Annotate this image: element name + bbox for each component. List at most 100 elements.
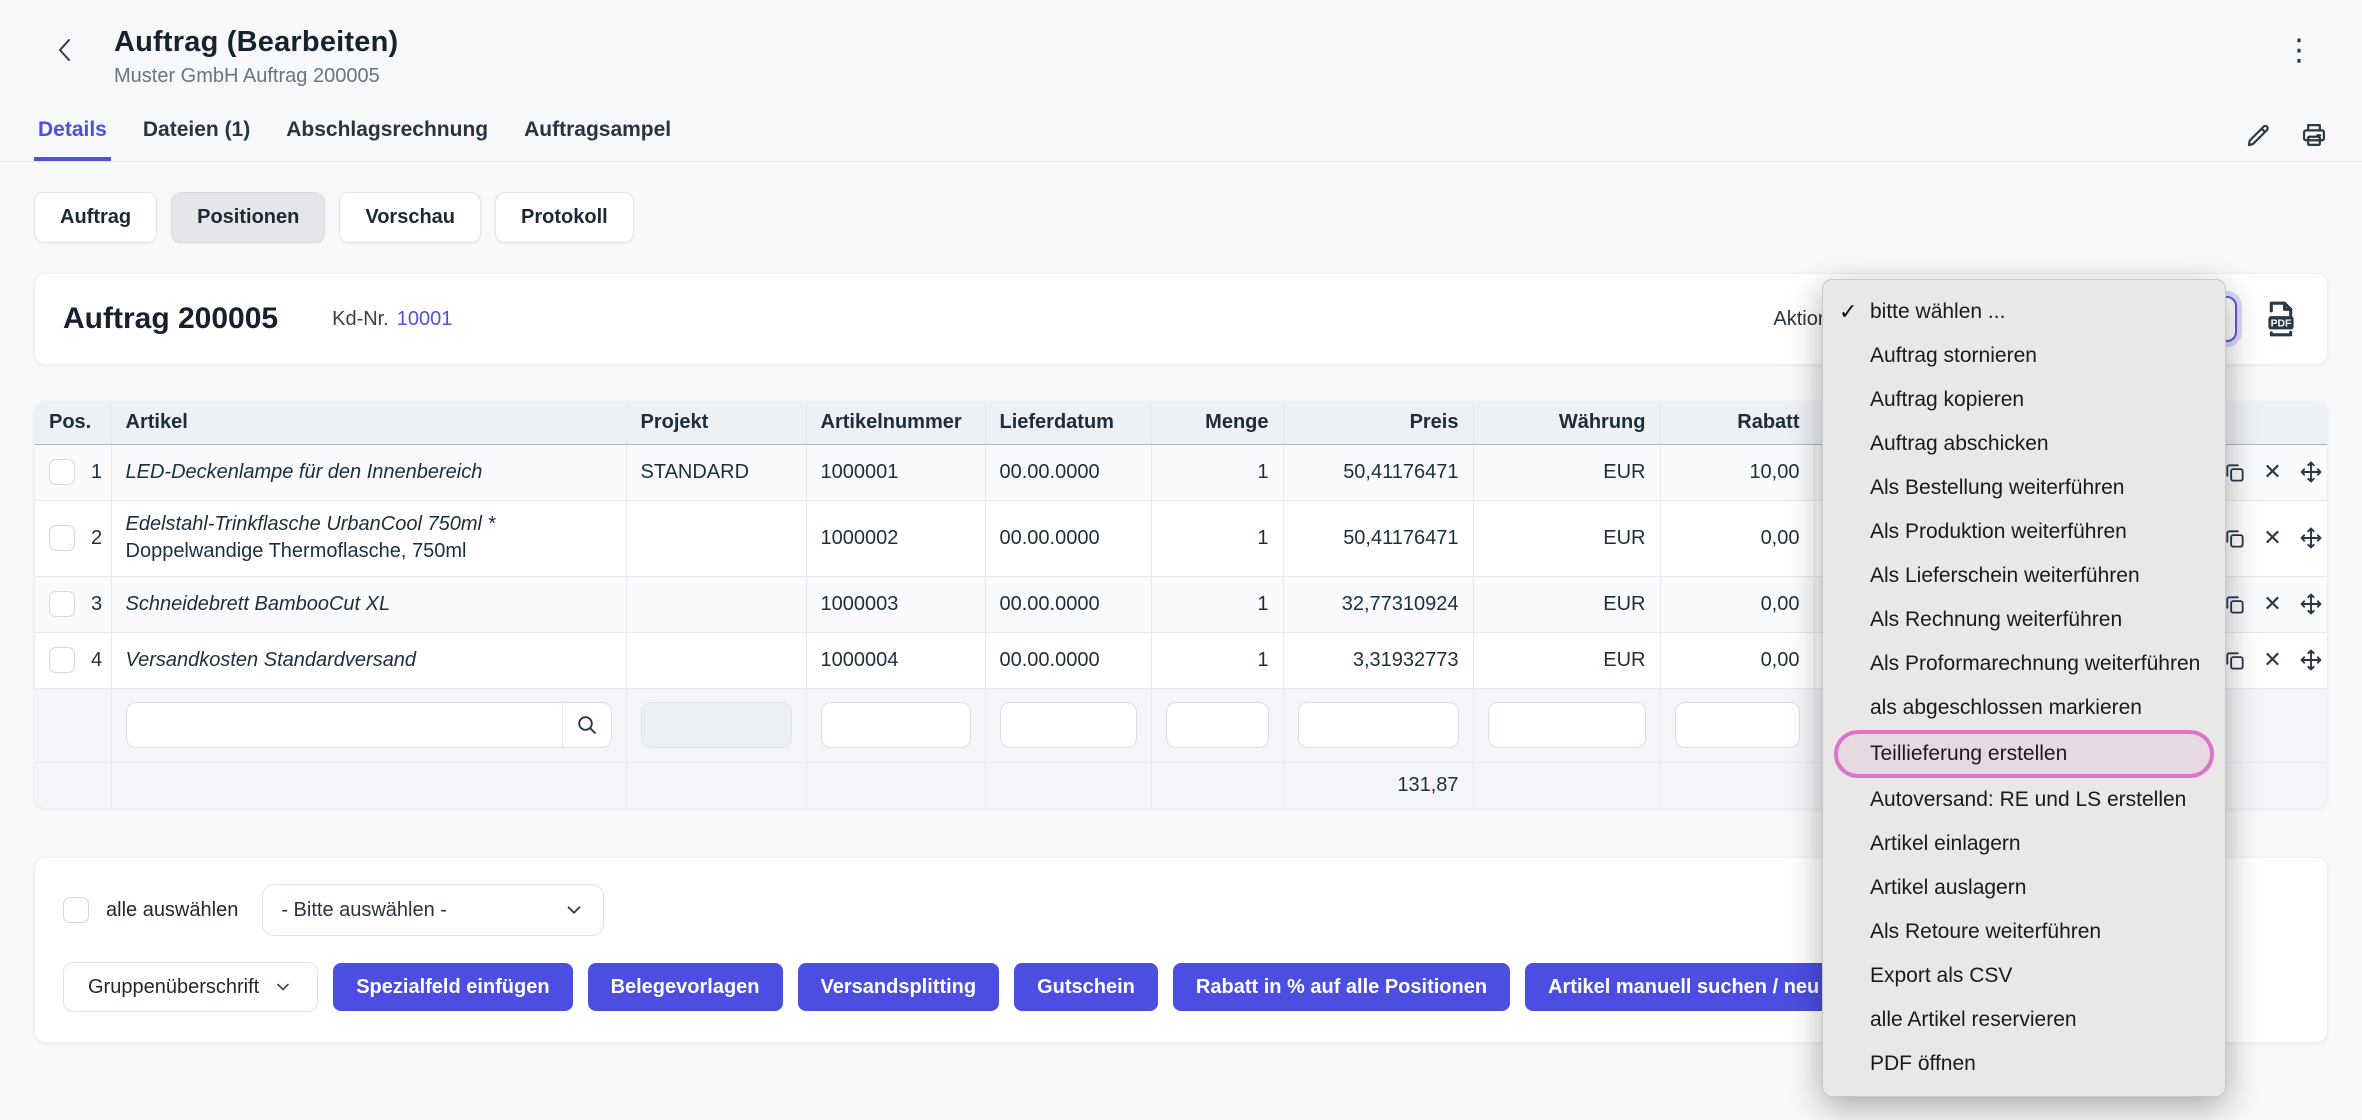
subtab-protokoll[interactable]: Protokoll: [495, 192, 634, 243]
menu-item-bitte-waehlen[interactable]: ✓ bitte wählen ...: [1839, 299, 2006, 324]
copy-row-icon[interactable]: [2223, 649, 2246, 672]
cell-waehrung: EUR: [1473, 576, 1661, 633]
order-title: Auftrag 200005: [63, 302, 279, 335]
back-button[interactable]: [54, 36, 76, 64]
menu-item-artikel-einlagern[interactable]: Artikel einlagern: [1870, 832, 2021, 855]
col-header-menge: Menge: [1151, 402, 1284, 445]
cell-menge: 1: [1151, 632, 1284, 689]
action-dropdown-menu: ✓ bitte wählen ... Auftrag stornieren Au…: [1822, 279, 2226, 1097]
row-checkbox[interactable]: [49, 591, 75, 617]
delete-row-icon[interactable]: ✕: [2263, 525, 2282, 550]
cell-artikelnummer: 1000002: [806, 500, 986, 577]
menu-item-als-proformarechnung[interactable]: Als Proformarechnung weiterführen: [1870, 652, 2201, 675]
delete-row-icon[interactable]: ✕: [2263, 591, 2282, 616]
customer-number-link[interactable]: 10001: [396, 307, 453, 330]
article-name: LED-Deckenlampe für den Innenbereich: [125, 460, 483, 483]
svg-text:PDF: PDF: [2271, 318, 2292, 329]
total-preis: 131,87: [1283, 761, 1474, 808]
move-row-icon[interactable]: [2299, 460, 2323, 484]
cell-artikelnummer: 1000001: [806, 444, 986, 501]
tab-dateien[interactable]: Dateien (1): [142, 118, 251, 141]
tab-abschlagsrechnung[interactable]: Abschlagsrechnung: [286, 118, 489, 141]
gruppenueberschrift-button[interactable]: Gruppenüberschrift: [63, 962, 319, 1012]
move-row-icon[interactable]: [2299, 526, 2323, 550]
article-search-input[interactable]: [126, 703, 562, 747]
chevron-down-icon: [277, 983, 289, 991]
tab-auftragsampel[interactable]: Auftragsampel: [524, 118, 672, 141]
rabatt-alle-positionen-button[interactable]: Rabatt in % auf alle Positionen: [1172, 963, 1511, 1011]
article-name: Versandkosten Standardversand: [125, 648, 417, 671]
page-title: Auftrag (Bearbeiten): [114, 26, 399, 58]
menu-item-pdf-oeffnen[interactable]: PDF öffnen: [1870, 1052, 1976, 1075]
menge-input[interactable]: [1165, 702, 1269, 748]
subtab-vorschau[interactable]: Vorschau: [339, 192, 482, 243]
lieferdatum-input[interactable]: [999, 702, 1137, 748]
bulk-action-select[interactable]: - Bitte auswählen -: [262, 884, 605, 936]
action-label: Aktion: [1773, 307, 1829, 330]
menu-item-abgeschlossen-markieren[interactable]: als abgeschlossen markieren: [1870, 696, 2142, 719]
tab-details[interactable]: Details: [34, 108, 111, 161]
copy-row-icon[interactable]: [2223, 461, 2246, 484]
col-header-actions: [2219, 402, 2327, 445]
rabatt-input[interactable]: [1674, 702, 1800, 748]
menu-item-teillieferung-erstellen[interactable]: Teillieferung erstellen: [1834, 730, 2214, 778]
menu-item-alle-artikel-reservieren[interactable]: alle Artikel reservieren: [1870, 1008, 2077, 1031]
projekt-input: [640, 702, 792, 748]
menu-item-als-retoure[interactable]: Als Retoure weiterführen: [1870, 920, 2102, 943]
menu-item-als-rechnung[interactable]: Als Rechnung weiterführen: [1870, 608, 2123, 631]
preis-input[interactable]: [1297, 702, 1459, 748]
menu-item-autoversand[interactable]: Autoversand: RE und LS erstellen: [1870, 788, 2187, 811]
delete-row-icon[interactable]: ✕: [2263, 459, 2282, 484]
cell-projekt: STANDARD: [626, 444, 807, 501]
cell-menge: 1: [1151, 444, 1284, 501]
move-row-icon[interactable]: [2299, 648, 2323, 672]
waehrung-input[interactable]: [1487, 702, 1646, 748]
cell-waehrung: EUR: [1473, 444, 1661, 501]
table-header-row: Pos. Artikel Projekt Artikelnummer Liefe…: [35, 402, 2327, 445]
belegevorlagen-button[interactable]: Belegevorlagen: [587, 963, 783, 1011]
subtab-positionen[interactable]: Positionen: [171, 192, 326, 243]
artikelnummer-input[interactable]: [820, 702, 971, 748]
copy-row-icon[interactable]: [2223, 527, 2246, 550]
cell-projekt: [626, 632, 807, 689]
cell-preis: 50,41176471: [1283, 500, 1474, 577]
row-checkbox[interactable]: [49, 459, 75, 485]
menu-item-auftrag-stornieren[interactable]: Auftrag stornieren: [1870, 344, 2037, 367]
cell-projekt: [626, 500, 807, 577]
row-checkbox[interactable]: [49, 525, 75, 551]
col-header-waehrung: Währung: [1473, 402, 1661, 445]
cell-preis: 32,77310924: [1283, 576, 1474, 633]
cell-menge: 1: [1151, 500, 1284, 577]
copy-row-icon[interactable]: [2223, 593, 2246, 616]
cell-rabatt: 0,00: [1660, 632, 1815, 689]
gutschein-button[interactable]: Gutschein: [1014, 963, 1158, 1011]
menu-item-export-csv[interactable]: Export als CSV: [1870, 964, 2013, 987]
kebab-menu-icon[interactable]: ⋮: [2284, 34, 2314, 67]
edit-icon[interactable]: [2245, 122, 2272, 149]
main-tabs: Details Dateien (1) Abschlagsrechnung Au…: [0, 108, 2362, 162]
versandsplitting-button[interactable]: Versandsplitting: [797, 963, 1000, 1011]
view-switcher: Auftrag Positionen Vorschau Protokoll: [34, 192, 2328, 243]
subtab-auftrag[interactable]: Auftrag: [34, 192, 158, 243]
col-header-rabatt: Rabatt: [1660, 402, 1815, 445]
menu-item-als-produktion[interactable]: Als Produktion weiterführen: [1870, 520, 2127, 543]
menu-item-auftrag-kopieren[interactable]: Auftrag kopieren: [1870, 388, 2025, 411]
menu-item-artikel-auslagern[interactable]: Artikel auslagern: [1870, 876, 2027, 899]
topbar: Auftrag (Bearbeiten) Muster GmbH Auftrag…: [0, 0, 2362, 88]
spezialfeld-button[interactable]: Spezialfeld einfügen: [333, 963, 573, 1011]
bulk-action-select-value: - Bitte auswählen -: [281, 898, 447, 921]
delete-row-icon[interactable]: ✕: [2263, 647, 2282, 672]
row-checkbox[interactable]: [49, 647, 75, 673]
select-all-checkbox[interactable]: [63, 897, 89, 923]
cell-artikelnummer: 1000004: [806, 632, 986, 689]
move-row-icon[interactable]: [2299, 592, 2323, 616]
article-search-box: [125, 702, 612, 748]
search-icon[interactable]: [563, 713, 611, 737]
menu-item-als-bestellung[interactable]: Als Bestellung weiterführen: [1870, 476, 2125, 499]
menu-item-auftrag-abschicken[interactable]: Auftrag abschicken: [1870, 432, 2049, 455]
pdf-icon[interactable]: PDF: [2261, 298, 2301, 340]
print-icon[interactable]: [2300, 121, 2328, 149]
cell-artikelnummer: 1000003: [806, 576, 986, 633]
menu-item-als-lieferschein[interactable]: Als Lieferschein weiterführen: [1870, 564, 2140, 587]
cell-lieferdatum: 00.00.0000: [985, 444, 1152, 501]
